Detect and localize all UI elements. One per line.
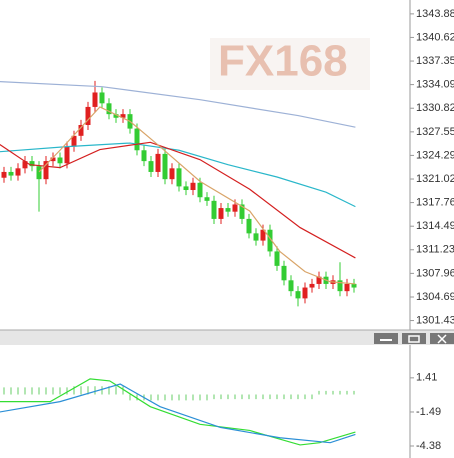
candle-body	[337, 280, 343, 292]
y-tick-label: 1304.69	[416, 291, 454, 303]
candle-body	[197, 182, 203, 198]
candle-body	[246, 218, 252, 234]
candle-body	[169, 168, 175, 180]
watermark-box	[210, 38, 370, 90]
candle-body	[302, 287, 308, 299]
watermark: FX168	[218, 37, 348, 86]
y-tick-label: 1337.35	[416, 55, 454, 67]
candle-body	[29, 161, 35, 167]
candle-body	[43, 161, 49, 180]
indicator-line	[38, 106, 356, 285]
candle-body	[253, 233, 259, 241]
y-tick-label: 1324.29	[416, 149, 454, 161]
y-tick-label: -1.49	[416, 406, 441, 418]
candle-body	[134, 128, 140, 151]
y-tick-label: 1317.76	[416, 196, 454, 208]
candle-body	[22, 161, 28, 169]
minimize-button[interactable]	[374, 333, 398, 344]
y-tick-label: 1321.02	[416, 173, 454, 185]
candle-body	[162, 153, 168, 180]
y-tick-label: 1.41	[416, 372, 437, 384]
candle-body	[344, 283, 350, 292]
maximize-button[interactable]	[402, 333, 426, 344]
candle-body	[218, 208, 224, 219]
candle-body	[92, 92, 98, 107]
y-tick-label: 1327.55	[416, 126, 454, 138]
candle-body	[106, 103, 112, 115]
candle-body	[78, 124, 84, 136]
y-tick-label: 1343.88	[416, 8, 454, 20]
candle-body	[281, 265, 287, 281]
indicator-line	[0, 378, 356, 446]
candle-body	[148, 161, 154, 172]
candle-body	[155, 153, 161, 172]
candle-body	[57, 157, 63, 164]
candle-body	[190, 182, 196, 191]
candle-body	[288, 280, 294, 292]
candle-body	[183, 186, 189, 191]
candle-body	[71, 135, 77, 147]
candle-body	[309, 283, 315, 288]
icon	[408, 335, 420, 343]
candle-body	[99, 92, 105, 104]
candle-body	[36, 166, 42, 180]
indicator-line	[0, 142, 356, 208]
candle-body	[232, 204, 238, 212]
indicator-line	[0, 383, 356, 444]
candle-body	[85, 106, 91, 125]
candle-body	[64, 146, 70, 164]
candle-body	[295, 291, 301, 299]
y-tick-label: 1314.49	[416, 220, 454, 232]
y-tick-label: -4.38	[416, 440, 441, 452]
y-tick-label: 1334.09	[416, 79, 454, 91]
candle-body	[120, 114, 126, 118]
candle-body	[50, 157, 56, 162]
panel-divider	[0, 330, 454, 345]
candle-body	[274, 251, 280, 266]
y-tick-label: 1307.96	[416, 267, 454, 279]
candle-body	[260, 229, 266, 241]
candle-body	[239, 204, 245, 219]
indicator-line	[0, 141, 356, 259]
candle-body	[113, 114, 119, 118]
candle-body	[176, 168, 182, 187]
candle-body	[8, 171, 14, 176]
candle-body	[1, 171, 7, 178]
y-tick-label: 1330.82	[416, 102, 454, 114]
candle-body	[225, 208, 231, 212]
indicator-line	[0, 81, 356, 128]
icon	[437, 334, 447, 344]
candle-body	[204, 197, 210, 201]
candle-body	[15, 168, 21, 176]
y-tick-label: 1311.23	[416, 244, 454, 256]
candle-body	[267, 229, 273, 252]
y-tick-label: 1340.62	[416, 31, 454, 43]
candle-body	[316, 276, 322, 284]
candle-body	[211, 200, 217, 219]
candle-body	[351, 283, 357, 288]
y-tick-label: 1301.43	[416, 314, 454, 326]
candle-body	[141, 150, 147, 162]
